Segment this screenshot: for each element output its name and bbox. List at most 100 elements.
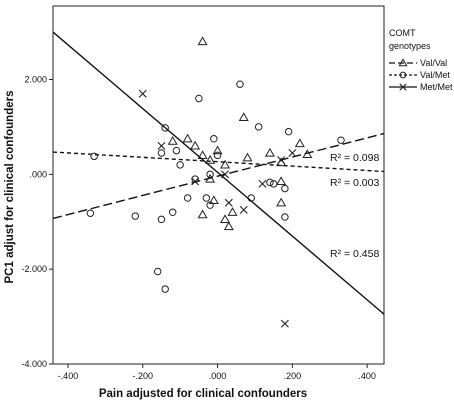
- data-point: [206, 201, 214, 209]
- data-point: [266, 178, 274, 187]
- axes: -.400 -.200 .000 .200 .400 -4.000 -2.000 .000 2.…: [21, 74, 375, 381]
- fit-line: [52, 132, 385, 220]
- data-point: [302, 149, 313, 159]
- data-point: [197, 150, 208, 159]
- data-point: [157, 141, 166, 150]
- data-point: [337, 136, 345, 144]
- data-point: [223, 221, 234, 231]
- x-marker-stroke: [277, 156, 286, 165]
- y-tick-label: .000: [29, 169, 47, 179]
- data-point: [168, 208, 177, 217]
- data-point: [281, 184, 289, 193]
- data-point: [157, 149, 166, 157]
- x-axis-title: Pain adjusted for clinical confounders: [99, 388, 307, 400]
- data-point: [195, 94, 203, 103]
- data-point: [294, 138, 305, 148]
- x-marker-stroke: [258, 179, 267, 188]
- data-point: [202, 194, 211, 202]
- y-tick-label: -2.000: [21, 264, 47, 274]
- data-point: [131, 212, 140, 220]
- data-point: [183, 194, 192, 202]
- data-point: [161, 124, 169, 132]
- data-point: [208, 195, 219, 205]
- data-point: [190, 140, 201, 150]
- data-point: [288, 149, 297, 157]
- x-marker-stroke: [191, 177, 200, 186]
- r2-label: R² = 0.003: [330, 177, 379, 189]
- data-point: [205, 173, 216, 183]
- data-point: [242, 152, 253, 162]
- data-point: [86, 209, 95, 217]
- legend-label: Val/Met: [420, 70, 450, 80]
- data-point: [221, 170, 230, 179]
- data-point: [276, 197, 287, 207]
- data-point: [264, 147, 275, 157]
- data-point: [172, 146, 181, 155]
- data-point: [191, 177, 200, 186]
- data-point: [206, 170, 214, 179]
- x-marker-stroke: [280, 319, 289, 328]
- y-tick-label: 2.000: [24, 74, 47, 84]
- r2-annotations: R² = 0.003 R² = 0.098 R² = 0.458: [330, 152, 379, 260]
- data-point: [167, 135, 178, 145]
- x-tick-label: .000: [209, 371, 227, 381]
- legend-title: COMT: [389, 28, 416, 38]
- data-point: [284, 127, 293, 136]
- data-point: [153, 267, 162, 276]
- data-point: [197, 209, 208, 219]
- data-point: [138, 89, 147, 98]
- y-axis-title: PC1 adjust for clinical confounders: [4, 91, 16, 284]
- data-point: [210, 135, 218, 143]
- data-point: [205, 154, 216, 164]
- x-marker-stroke: [239, 205, 248, 214]
- data-point: [161, 285, 169, 293]
- x-marker-stroke: [399, 83, 407, 91]
- y-tick-label: -4.000: [21, 359, 47, 369]
- legend: COMT genotypes Val/Val Val/Met Met/Met: [389, 28, 453, 92]
- legend-label: Val/Val: [420, 58, 447, 68]
- data-point: [236, 80, 244, 88]
- x-tick-label: .200: [284, 371, 302, 381]
- legend-marker: [399, 83, 407, 91]
- data-point: [213, 151, 222, 160]
- data-point: [157, 215, 166, 224]
- plot-frame: [52, 5, 385, 365]
- fit-line: [52, 31, 385, 315]
- x-tick-label: -.400: [58, 371, 79, 381]
- fit-line: [52, 151, 385, 173]
- data-point: [227, 207, 238, 216]
- x-tick-label: .400: [358, 371, 376, 381]
- x-marker-stroke: [157, 141, 166, 150]
- data-point: [238, 112, 249, 122]
- series-val-val: [52, 36, 385, 231]
- x-tick-label: -.200: [133, 371, 154, 381]
- data-point: [224, 198, 233, 207]
- legend-label: Met/Met: [420, 82, 453, 92]
- data-point: [277, 156, 286, 165]
- x-marker-stroke: [224, 198, 233, 207]
- data-point: [212, 145, 223, 155]
- data-point: [269, 180, 278, 188]
- data-point: [220, 214, 231, 223]
- data-point: [191, 175, 199, 183]
- data-point: [197, 36, 208, 46]
- legend-marker: [398, 58, 408, 67]
- data-point: [280, 319, 289, 328]
- x-marker-stroke: [138, 89, 147, 98]
- x-marker-stroke: [221, 170, 230, 179]
- data-point: [182, 133, 193, 143]
- series-group: [52, 31, 385, 328]
- data-point: [254, 123, 263, 131]
- data-point: [281, 213, 289, 221]
- data-point: [176, 161, 184, 169]
- legend-marker: [399, 71, 407, 79]
- r2-label: R² = 0.458: [330, 248, 379, 260]
- r2-label: R² = 0.098: [330, 152, 379, 164]
- legend-title: genotypes: [389, 41, 431, 51]
- plot-area: [52, 5, 385, 365]
- data-point: [276, 176, 287, 186]
- data-point: [90, 152, 98, 161]
- data-point: [239, 205, 248, 214]
- x-marker-stroke: [288, 149, 297, 157]
